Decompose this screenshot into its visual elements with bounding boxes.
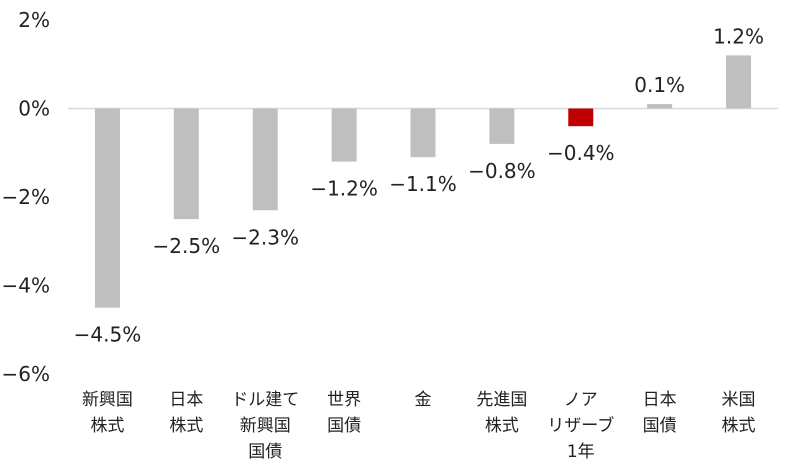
category-label: 株式 bbox=[722, 416, 756, 436]
y-tick-label: −6% bbox=[2, 362, 51, 386]
bar bbox=[331, 108, 357, 162]
category-label: リザーブ bbox=[547, 415, 614, 436]
data-label: −2.5% bbox=[153, 234, 221, 258]
data-label: −2.3% bbox=[231, 225, 299, 249]
category-label: ドル建て bbox=[231, 390, 299, 410]
data-label: −1.1% bbox=[389, 172, 457, 196]
data-label: −0.8% bbox=[468, 159, 536, 183]
category-label: 新興国 bbox=[240, 416, 291, 436]
y-tick-label: −2% bbox=[2, 185, 51, 209]
category-label: 株式 bbox=[90, 416, 124, 436]
category-label: 先進国 bbox=[476, 390, 527, 410]
y-tick-label: −4% bbox=[2, 274, 51, 298]
category-label: 日本 bbox=[643, 390, 677, 410]
category-label: ノア bbox=[564, 390, 598, 410]
bar bbox=[252, 108, 278, 211]
category-label: 1年 bbox=[567, 442, 595, 462]
data-labels: −4.5% −2.5% −2.3% −1.2% −1.1% −0.8% −0.4% 0.1% 1… bbox=[74, 24, 764, 346]
bar bbox=[173, 108, 199, 220]
y-tick-label: 2% bbox=[18, 8, 50, 32]
category-label: 株式 bbox=[169, 416, 203, 436]
category-label: 国債 bbox=[248, 442, 282, 462]
bar bbox=[94, 108, 120, 308]
category-label: 新興国 bbox=[82, 390, 133, 410]
y-tick-label: 0% bbox=[18, 97, 50, 121]
bar bbox=[489, 108, 515, 144]
category-label: 日本 bbox=[169, 390, 203, 410]
y-axis: 2% 0% −2% −4% −6% bbox=[2, 8, 51, 386]
bar bbox=[647, 104, 673, 109]
category-label: 世界 bbox=[327, 390, 361, 410]
category-label: 米国 bbox=[722, 390, 756, 410]
bars bbox=[94, 55, 752, 308]
bar bbox=[410, 108, 436, 158]
category-label: 国債 bbox=[327, 416, 361, 436]
bar bbox=[726, 55, 752, 109]
category-label: 金 bbox=[415, 390, 432, 410]
data-label: 1.2% bbox=[713, 24, 764, 48]
data-label: −1.2% bbox=[310, 177, 378, 201]
category-label: 株式 bbox=[485, 416, 519, 436]
data-label: −4.5% bbox=[74, 323, 142, 347]
data-label: 0.1% bbox=[634, 73, 685, 97]
bar bbox=[568, 108, 594, 127]
data-label: −0.4% bbox=[547, 141, 615, 165]
category-label: 国債 bbox=[643, 416, 677, 436]
